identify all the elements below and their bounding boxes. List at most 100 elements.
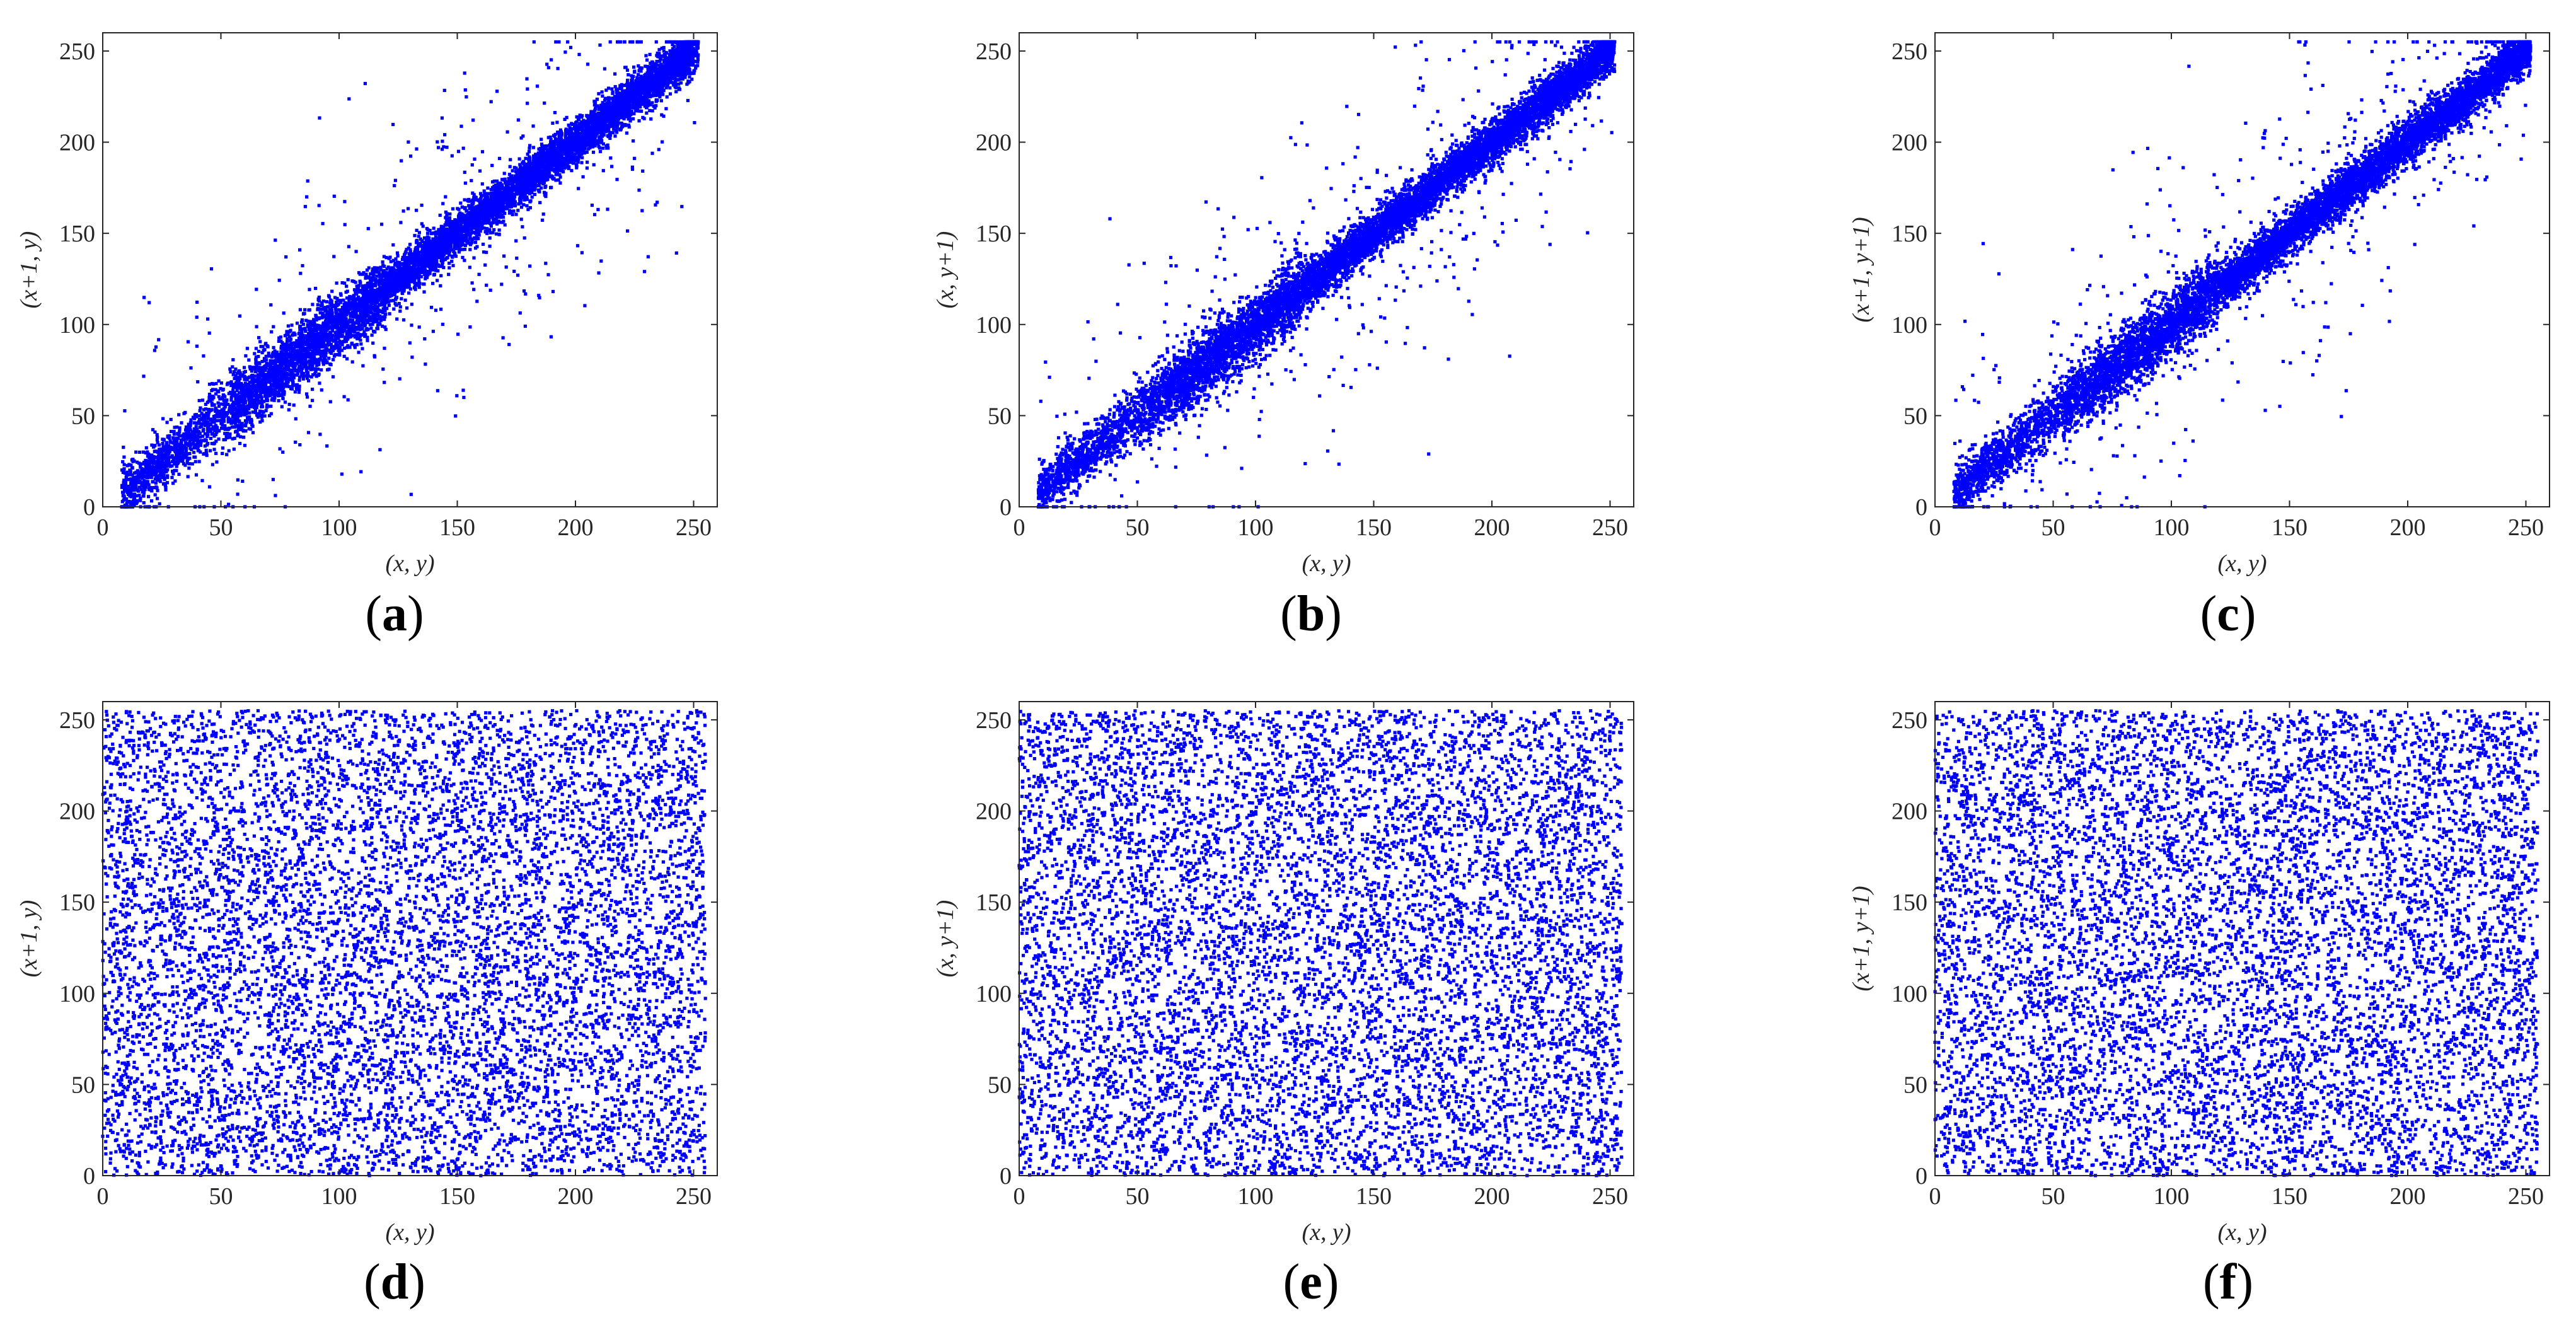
scatter-point <box>366 293 370 297</box>
scatter-point <box>413 281 417 285</box>
scatter-point <box>543 144 546 148</box>
scatter-point <box>571 127 575 130</box>
scatter-point <box>650 101 654 105</box>
scatter-point <box>423 236 427 240</box>
scatter-point <box>274 238 277 242</box>
scatter-point <box>468 265 471 269</box>
scatter-point <box>177 413 181 417</box>
scatter-point <box>492 228 496 232</box>
scatter-point <box>298 248 302 252</box>
scatter-point <box>413 234 417 238</box>
scatter-point <box>447 221 451 224</box>
scatter-point <box>471 198 475 202</box>
scatter-point <box>439 284 442 287</box>
scatter-point <box>293 390 297 394</box>
scatter-point <box>471 202 475 205</box>
scatter-point <box>165 481 170 485</box>
scatter-point <box>225 453 229 456</box>
scatter-point <box>254 347 258 350</box>
scatter-point <box>204 448 208 452</box>
scatter-point <box>169 429 173 434</box>
scatter-point <box>409 154 413 158</box>
scatter-point <box>436 140 439 144</box>
scatter-point <box>296 371 299 375</box>
scatter-point <box>306 361 309 364</box>
scatter-point <box>284 255 288 259</box>
scatter-point <box>540 186 543 190</box>
scatter-point <box>255 363 258 367</box>
scatter-point <box>558 173 562 177</box>
scatter-point <box>283 362 287 366</box>
scatter-point <box>451 263 455 267</box>
scatter-point <box>487 217 491 221</box>
scatter-point <box>201 398 205 402</box>
scatter-point <box>247 358 251 362</box>
scatter-point <box>170 476 174 480</box>
scatter-point <box>245 347 249 350</box>
scatter-point <box>668 86 672 90</box>
scatter-point <box>630 77 634 81</box>
scatter-point <box>301 319 304 323</box>
scatter-point <box>330 289 334 293</box>
scatter-point <box>151 459 155 463</box>
scatter-point <box>248 367 252 371</box>
scatter-point <box>304 374 308 378</box>
scatter-point <box>171 482 175 485</box>
scatter-point <box>546 66 550 69</box>
scatter-point <box>269 303 273 307</box>
scatter-point <box>223 424 227 427</box>
scatter-point <box>489 100 493 103</box>
scatter-point <box>540 142 544 146</box>
scatter-point <box>626 78 630 82</box>
scatter-point <box>514 166 518 170</box>
scatter-point <box>478 169 482 173</box>
scatter-point <box>248 415 251 419</box>
scatter-point <box>369 323 373 327</box>
scatter-point <box>313 352 317 356</box>
scatter-point <box>644 54 648 57</box>
scatter-point <box>214 451 218 455</box>
scatter-point <box>478 192 483 195</box>
scatter-point <box>306 431 311 434</box>
scatter-point <box>381 284 385 287</box>
scatter-point <box>156 497 159 501</box>
scatter-point <box>410 356 414 359</box>
scatter-point <box>448 212 452 216</box>
scatter-point <box>140 476 144 480</box>
scatter-point <box>611 90 615 94</box>
scatter-point <box>600 90 604 94</box>
scatter-point <box>674 90 678 94</box>
scatter-point <box>436 269 440 273</box>
scatter-point <box>217 419 221 422</box>
scatter-point <box>468 325 472 329</box>
scatter-point <box>551 289 555 294</box>
scatter-point <box>648 108 652 112</box>
scatter-point <box>419 241 422 245</box>
scatter-point <box>371 322 374 327</box>
scatter-point <box>369 327 373 330</box>
scatter-point <box>184 425 188 429</box>
scatter-point <box>297 378 301 382</box>
scatter-point <box>488 231 493 234</box>
scatter-point <box>464 238 468 242</box>
scatter-point <box>633 156 637 160</box>
scatter-point <box>432 226 436 230</box>
scatter-point <box>486 186 490 190</box>
scatter-point <box>207 485 212 489</box>
scatter-point <box>346 278 350 282</box>
scatter-point <box>309 375 313 379</box>
scatter-point <box>548 143 552 147</box>
scatter-point <box>401 318 406 322</box>
scatter-point <box>142 374 146 378</box>
scatter-point <box>214 392 218 396</box>
scatter-point <box>601 94 604 98</box>
scatter-point <box>655 59 659 64</box>
scatter-point <box>269 359 272 362</box>
scatter-point <box>238 441 242 446</box>
scatter-point <box>407 291 411 295</box>
scatter-point <box>417 234 420 238</box>
scatter-point <box>429 306 434 310</box>
scatter-point <box>289 328 292 332</box>
scatter-point <box>319 304 323 308</box>
scatter-point <box>375 270 379 274</box>
